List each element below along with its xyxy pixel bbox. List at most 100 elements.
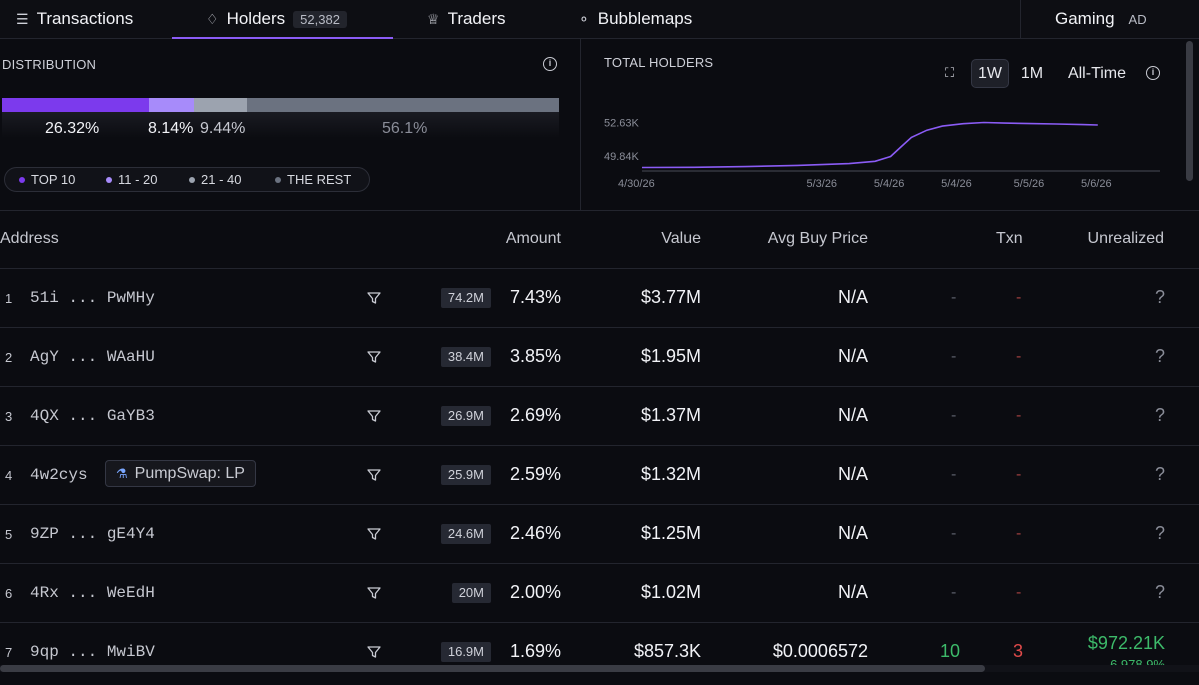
wallet-address[interactable]: AgY ... WAaHU <box>30 348 155 366</box>
ad-badge: AD <box>1128 11 1147 27</box>
table-row[interactable]: 3 4QX ... GaYB3 26.9M 2.69% $1.37M N/A - -? <box>0 386 1199 445</box>
percent-held: 2.46% <box>509 523 561 543</box>
distribution-title: DISTRIBUTION <box>2 57 97 72</box>
wallet-address[interactable]: 4Rx ... WeEdH <box>30 584 155 602</box>
y-tick-label: 49.84K <box>604 151 640 163</box>
token-amount-badge: 20M <box>451 583 491 603</box>
diamond-icon: ♢ <box>206 10 219 27</box>
wallet-address[interactable]: 4w2cys <box>30 466 88 484</box>
legend-11-20: 11 - 20 <box>106 172 158 187</box>
distribution-segment <box>194 98 247 112</box>
table-row[interactable]: 1 51i ... PwMHy 74.2M 7.43% $3.77M N/A - -? <box>0 268 1199 327</box>
y-tick-label: 52.63K <box>604 118 640 130</box>
avg-buy-price: $0.0006572 <box>772 641 868 661</box>
rank: 6 <box>5 586 13 601</box>
ad-gaming-link[interactable]: Gaming AD <box>1055 0 1147 38</box>
filter-icon[interactable] <box>367 645 381 659</box>
bubbles-icon: ⚬ <box>578 10 590 27</box>
table-row[interactable]: 5 9ZP ... gE4Y4 24.6M 2.46% $1.25M N/A - -? <box>0 504 1199 563</box>
tab-label: Transactions <box>36 9 134 28</box>
table-row[interactable]: 4 4w2cys ⚗ PumpSwap: LP 25.9M 2.59% $1.32M N/A -… <box>0 445 1199 504</box>
avg-buy-price: N/A <box>837 523 868 543</box>
header-value[interactable]: Value <box>661 230 701 247</box>
tab-transactions[interactable]: ☰ Transactions <box>16 0 133 38</box>
header-txn[interactable]: Txn <box>996 230 1023 247</box>
header-amount[interactable]: Amount <box>505 230 561 247</box>
vertical-scrollbar[interactable] <box>1186 41 1193 181</box>
txn-buys: - <box>951 289 957 306</box>
legend-dot <box>189 176 195 183</box>
x-tick-label: 5/5/26 <box>1014 178 1045 190</box>
wallet-address[interactable]: 9ZP ... gE4Y4 <box>30 525 155 543</box>
info-icon[interactable]: i <box>1146 66 1160 80</box>
unrealized-unknown: ? <box>1154 346 1165 366</box>
segment-label-21-40: 9.44% <box>200 120 246 137</box>
legend-21-40: 21 - 40 <box>189 172 241 187</box>
filter-icon[interactable] <box>367 527 381 541</box>
scrollbar-thumb[interactable] <box>0 665 985 672</box>
tab-holders[interactable]: ♢ Holders 52,382 <box>172 0 393 39</box>
holding-value: $857.3K <box>633 641 701 661</box>
trophy-icon: ♕ <box>427 10 440 27</box>
avg-buy-price: N/A <box>837 405 868 425</box>
header-avg-buy-price[interactable]: Avg Buy Price <box>767 230 868 247</box>
unrealized-unknown: ? <box>1154 523 1165 543</box>
divider <box>1020 0 1021 38</box>
txn-sells: - <box>1016 466 1022 483</box>
tab-bubblemaps[interactable]: ⚬ Bubblemaps <box>578 0 692 38</box>
filter-icon[interactable] <box>367 350 381 364</box>
header-unrealized[interactable]: Unrealized <box>1087 230 1164 247</box>
x-tick-label: 5/4/26 <box>941 178 972 190</box>
rank: 7 <box>5 645 13 660</box>
tab-traders[interactable]: ♕ Traders <box>427 0 506 38</box>
legend-rest: THE REST <box>275 172 351 187</box>
tab-label: Bubblemaps <box>597 9 693 28</box>
rank: 3 <box>5 409 13 424</box>
range-all-time-button[interactable]: All-Time <box>1067 64 1127 82</box>
distribution-bar-shadow <box>2 112 559 138</box>
horizontal-scrollbar[interactable] <box>0 665 1199 672</box>
holders-series-line <box>641 121 1098 169</box>
table-row[interactable]: 2 AgY ... WAaHU 38.4M 3.85% $1.95M N/A - -? <box>0 327 1199 386</box>
wallet-address[interactable]: 9qp ... MwiBV <box>30 643 155 661</box>
distribution-segment <box>247 98 559 112</box>
holding-value: $1.25M <box>640 523 701 543</box>
table-row[interactable]: 7 9qp ... MwiBV 16.9M 1.69% $857.3K $0.000657… <box>0 622 1199 681</box>
unrealized-unknown: ? <box>1154 464 1165 484</box>
rank: 5 <box>5 527 13 542</box>
distribution-segment <box>149 98 194 112</box>
filter-icon[interactable] <box>367 409 381 423</box>
range-1m-button[interactable]: 1M <box>1020 64 1044 82</box>
holding-value: $1.02M <box>640 582 701 602</box>
filter-icon[interactable] <box>367 291 381 305</box>
wallet-tag[interactable]: ⚗ PumpSwap: LP <box>105 460 256 487</box>
rank: 1 <box>5 291 13 306</box>
txn-sells: - <box>1016 584 1022 601</box>
percent-held: 2.69% <box>509 405 561 425</box>
total-holders-panel: TOTAL HOLDERS ⛶ 1W 1M All-Time i 52.63K 4… <box>582 39 1199 210</box>
tab-label: Holders <box>226 9 286 28</box>
wallet-address[interactable]: 51i ... PwMHy <box>30 289 155 307</box>
wallet-address[interactable]: 4QX ... GaYB3 <box>30 407 155 425</box>
token-amount-badge: 26.9M <box>440 406 491 426</box>
percent-held: 2.59% <box>509 464 561 484</box>
holding-value: $1.32M <box>640 464 701 484</box>
table-row[interactable]: 6 4Rx ... WeEdH 20M 2.00% $1.02M N/A - -? <box>0 563 1199 622</box>
header-address[interactable]: Address <box>0 230 59 247</box>
unrealized-unknown: ? <box>1154 582 1165 602</box>
txn-buys: - <box>951 525 957 542</box>
flask-icon: ⚗ <box>116 465 128 481</box>
info-icon[interactable]: i <box>543 57 557 71</box>
txn-buys: - <box>951 407 957 424</box>
txn-sells: - <box>1016 348 1022 365</box>
unrealized-pnl: $972.21K <box>1087 633 1165 653</box>
x-tick-label: 5/6/26 <box>1081 178 1112 190</box>
rank: 2 <box>5 350 13 365</box>
filter-icon[interactable] <box>367 586 381 600</box>
legend-top10: TOP 10 <box>19 172 75 187</box>
holding-value: $1.37M <box>640 405 701 425</box>
expand-icon[interactable]: ⛶ <box>945 65 955 80</box>
filter-icon[interactable] <box>367 468 381 482</box>
percent-held: 2.00% <box>509 582 561 602</box>
range-1w-button[interactable]: 1W <box>971 59 1009 88</box>
